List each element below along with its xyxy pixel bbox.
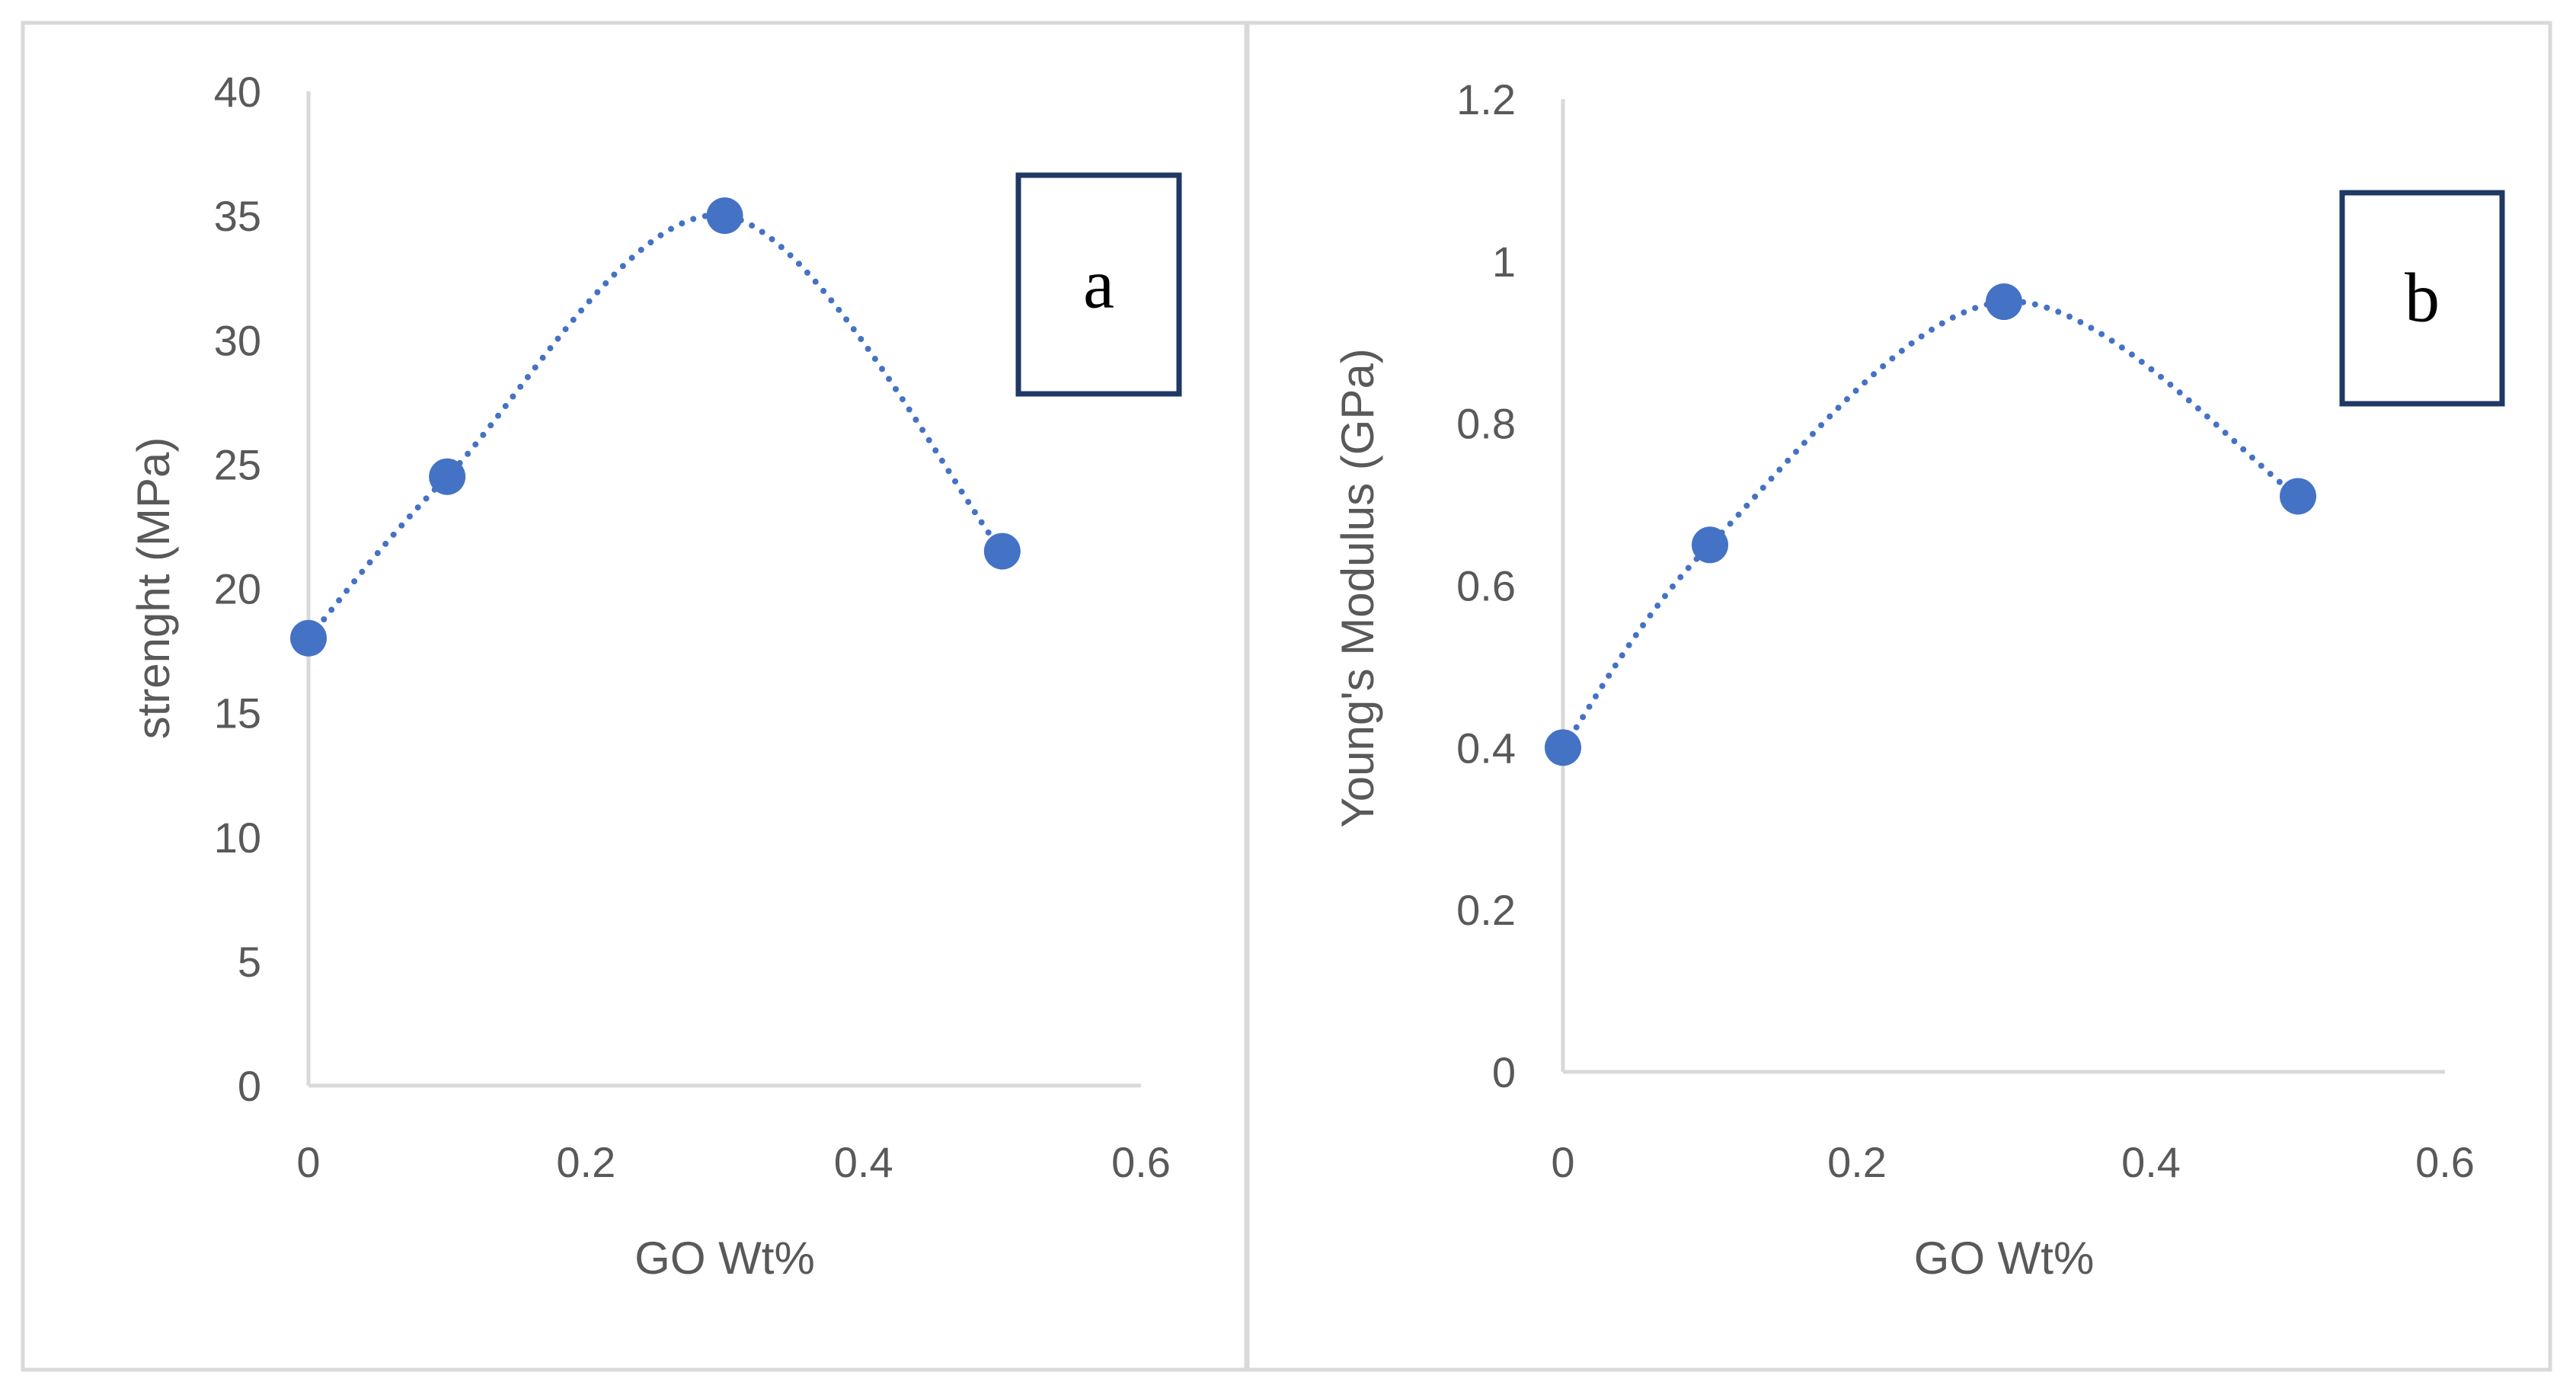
data-point [1545, 729, 1581, 766]
y-tick-label: 10 [214, 814, 261, 862]
panel-label: a [1083, 245, 1114, 323]
y-tick-label: 15 [214, 689, 261, 737]
data-point [2280, 478, 2316, 515]
y-tick-label: 20 [214, 565, 261, 613]
y-tick-label: 1 [1492, 238, 1516, 286]
x-axis-title: GO Wt% [634, 1233, 815, 1284]
y-tick-label: 30 [214, 316, 261, 364]
y-tick-label: 0.2 [1456, 886, 1516, 934]
x-axis-title: GO Wt% [1914, 1233, 2095, 1284]
panel-b-frame [1245, 21, 2552, 1372]
y-tick-label: 40 [214, 68, 261, 116]
data-point [429, 458, 466, 495]
data-point [1692, 526, 1728, 564]
trendline [1560, 298, 2301, 751]
x-tick-label: 0.4 [834, 1138, 893, 1186]
x-tick-label: 0.4 [2121, 1138, 2181, 1186]
y-tick-label: 35 [214, 192, 261, 240]
y-tick-label: 0.6 [1456, 562, 1516, 610]
x-tick-label: 0 [1551, 1138, 1574, 1186]
y-tick-label: 0.4 [1456, 724, 1516, 772]
data-point [1986, 283, 2022, 321]
panel-label-box [1015, 172, 1182, 397]
data-point [706, 197, 743, 235]
x-tick-label: 0.6 [2415, 1138, 2475, 1186]
y-tick-label: 25 [214, 440, 261, 488]
y-tick-label: 0 [1492, 1048, 1516, 1096]
chart-youngs-modulus: 0 0.2 0.4 0.6 0.8 1 1.2 0 0.2 0.4 0.6 GO Wt% Young's… [1332, 75, 2505, 1284]
chart-strength: 0 5 10 15 20 25 30 35 40 0 0.2 0.4 0.6 GO Wt% strenght… [128, 68, 1182, 1284]
y-tick-label: 1.2 [1456, 75, 1516, 123]
x-tick-label: 0.2 [556, 1138, 615, 1186]
y-tick-label: 0.8 [1456, 400, 1516, 448]
panel-label: b [2405, 259, 2440, 337]
y-tick-label: 0 [238, 1062, 261, 1110]
panel-label-box [2339, 190, 2505, 407]
x-tick-label: 0.6 [1111, 1138, 1171, 1186]
data-point [290, 619, 327, 657]
x-tick-label: 0 [296, 1138, 320, 1186]
y-tick-label: 5 [238, 938, 261, 986]
x-tick-label: 0.2 [1827, 1138, 1887, 1186]
data-point [983, 532, 1021, 570]
trendline [305, 212, 1005, 641]
y-axis-title: strenght (MPa) [128, 437, 179, 740]
y-axis-title: Young's Modulus (GPa) [1332, 348, 1383, 828]
